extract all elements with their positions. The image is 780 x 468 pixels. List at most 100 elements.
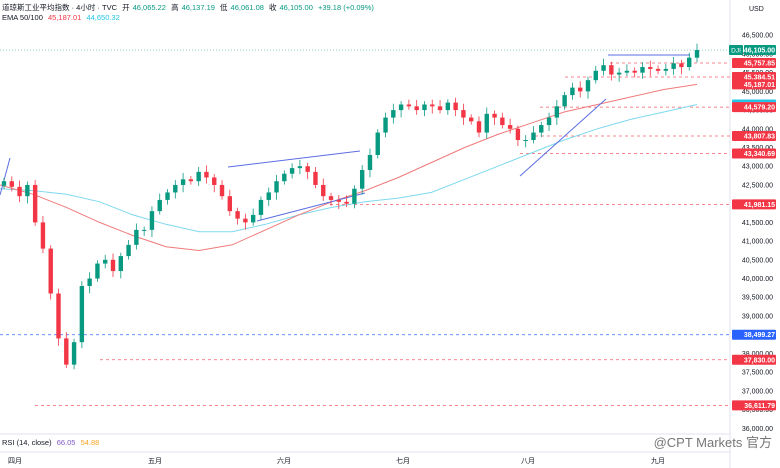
x-tick-label: 九月 xyxy=(651,456,665,465)
symbol-tag xyxy=(729,45,743,56)
candle-body xyxy=(141,229,147,231)
rsi-label: RSI (14, close) xyxy=(2,438,52,447)
change-value: +39.18 (+0.09%) xyxy=(317,3,374,12)
candle-body xyxy=(601,65,606,71)
candle-body xyxy=(570,87,575,96)
symbol-tag-label: DJI xyxy=(731,48,741,55)
chart-header: 道琼斯工业平均指数 · 4小时 · TVC 开 46,065.22 高 46,137… xyxy=(2,2,377,13)
candle-body xyxy=(352,188,357,204)
candle-body xyxy=(359,169,365,189)
price-tag-label: 44,579.20 xyxy=(744,105,775,112)
candle-body xyxy=(687,57,692,68)
y-tick-label: 39,500.00 xyxy=(742,295,773,302)
low-value: 46,061.08 xyxy=(230,3,264,12)
y-tick-label: 36,500.00 xyxy=(742,407,773,414)
candle-body xyxy=(87,278,92,287)
candle-body xyxy=(134,229,139,245)
candle-body xyxy=(344,201,349,204)
y-tick-label: 42,500.00 xyxy=(742,182,773,189)
price-tag-label: 45,187.01 xyxy=(744,82,775,89)
price-tag xyxy=(732,131,776,142)
candle-body xyxy=(523,140,528,142)
price-tag xyxy=(732,58,776,69)
candle-body xyxy=(632,70,637,73)
open-value: 46,065.22 xyxy=(132,3,166,12)
price-tag-label: 41,981.15 xyxy=(744,202,775,209)
candle-body xyxy=(375,132,380,156)
candle-body xyxy=(546,117,552,126)
price-tag xyxy=(732,329,776,340)
candle-body xyxy=(437,106,443,111)
ema50-value: 45,187.01 xyxy=(47,13,82,22)
candle-body xyxy=(624,70,630,73)
candle-body xyxy=(609,65,614,75)
rsi-legend[interactable]: RSI (14, close) 66.05 54.88 xyxy=(2,438,102,447)
price-tag xyxy=(732,199,776,210)
ema50-line xyxy=(0,83,698,252)
price-tag-label: 36,611.79 xyxy=(744,403,775,410)
candle-body xyxy=(40,222,46,249)
candle-body xyxy=(173,184,178,193)
y-tick-label: 46,500.00 xyxy=(742,33,773,40)
trend-line xyxy=(256,192,366,222)
high-value: 46,137.19 xyxy=(181,3,215,12)
candle-body xyxy=(165,192,170,200)
candle-body xyxy=(243,218,248,223)
candle-body xyxy=(406,104,412,107)
x-tick-label: 五月 xyxy=(148,457,162,465)
price-tag-label: 37,830.00 xyxy=(744,357,775,364)
candle-body xyxy=(383,117,388,133)
candle-body xyxy=(157,199,162,212)
candle-body xyxy=(648,67,653,69)
candle-body xyxy=(204,171,209,178)
trend-line xyxy=(519,98,607,177)
y-tick-label: 37,500.00 xyxy=(742,370,773,377)
price-tag-label: 45,757.85 xyxy=(744,61,775,68)
candle-body xyxy=(56,293,61,339)
candle-body xyxy=(391,110,396,118)
candle-body xyxy=(48,248,53,294)
candle-body xyxy=(468,117,474,122)
candle-body xyxy=(679,63,684,68)
price-tag-label: 45,384.51 xyxy=(744,74,775,81)
price-tag xyxy=(744,45,776,56)
candle-body xyxy=(453,102,458,111)
candle-body xyxy=(492,113,497,118)
candle-body xyxy=(593,70,598,81)
candle-body xyxy=(149,211,155,230)
y-tick-label: 45,000.00 xyxy=(742,89,773,96)
y-tick-label: 43,000.00 xyxy=(742,164,773,171)
watermark: @CPT Markets 官方 xyxy=(653,435,772,450)
candle-body xyxy=(640,67,645,73)
y-tick-label: 44,000.00 xyxy=(742,126,773,133)
close-value: 46,105.00 xyxy=(279,3,313,12)
candle-body xyxy=(274,181,279,193)
candle-body xyxy=(103,259,108,264)
candle-body xyxy=(430,104,435,107)
currency-label: USD xyxy=(749,6,764,13)
candle-body xyxy=(282,173,287,182)
price-tag xyxy=(732,148,776,159)
price-tag xyxy=(732,102,776,113)
candle-body xyxy=(219,184,225,197)
candle-body xyxy=(484,113,489,133)
candle-body xyxy=(235,211,240,219)
candle-body xyxy=(515,128,521,141)
x-tick-label: 七月 xyxy=(396,456,410,465)
candle-body xyxy=(655,68,661,71)
candle-body xyxy=(25,184,30,197)
candle-body xyxy=(507,125,513,129)
candle-body xyxy=(422,104,427,111)
candle-body xyxy=(227,196,233,212)
candle-body xyxy=(212,177,217,185)
price-tag xyxy=(732,354,776,365)
candle-body xyxy=(694,50,700,58)
rsi-value-1: 66.05 xyxy=(56,438,76,447)
candle-body xyxy=(79,286,85,343)
candle-body xyxy=(328,196,334,200)
candle-body xyxy=(110,259,116,272)
candle-body xyxy=(32,184,38,223)
candle-body xyxy=(578,87,583,92)
ema-legend[interactable]: EMA 50/100 45,187.01 44,650.32 xyxy=(2,13,123,22)
